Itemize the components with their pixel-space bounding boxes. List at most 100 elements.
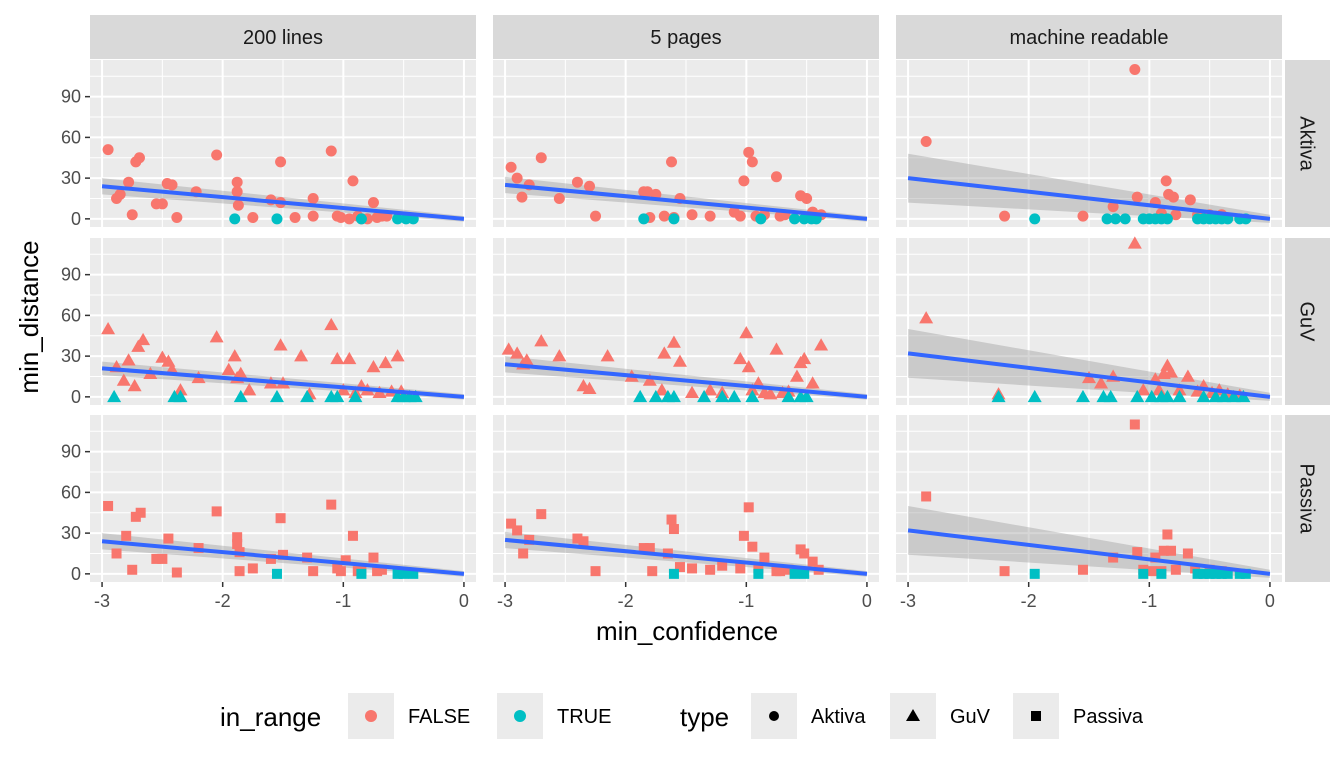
data-point-false (390, 349, 405, 362)
data-point-false (330, 351, 345, 365)
data-point-true (1240, 568, 1251, 579)
data-point-true (233, 389, 248, 403)
data-point-false (126, 209, 138, 221)
y-axis-title: min_distance (14, 240, 44, 393)
panel (493, 415, 879, 582)
legend-key-aktiva-shape (769, 711, 779, 721)
data-point-true (271, 568, 282, 579)
data-point-false (647, 566, 658, 577)
data-point-false (102, 144, 114, 156)
legend-key-false-dot (365, 710, 377, 722)
data-point-false (686, 209, 698, 221)
data-point-false (743, 146, 755, 158)
data-point-false (921, 491, 932, 502)
y-tick-label: 0 (71, 209, 81, 229)
confidence-band (908, 329, 1270, 401)
data-point-false (746, 156, 758, 168)
data-point-false (783, 564, 794, 575)
data-point-false (133, 152, 145, 164)
data-point-false (919, 311, 934, 324)
data-point-true (1029, 568, 1040, 579)
data-point-false (366, 359, 381, 373)
legend-key-passiva-shape (1031, 711, 1041, 721)
data-point-false (342, 351, 357, 365)
facet-column-label: 5 pages (650, 27, 721, 49)
data-point-false (231, 186, 243, 198)
y-tick-label: 30 (61, 346, 81, 366)
data-point-false (1162, 529, 1173, 540)
regression-line (504, 537, 868, 576)
data-point-true (1172, 389, 1187, 403)
x-tick-label: -3 (497, 591, 513, 611)
legend-shape-title: type (680, 702, 729, 732)
data-point-true (330, 389, 345, 403)
regression-line (504, 182, 868, 221)
data-point-false (687, 563, 698, 574)
data-point-false (753, 563, 764, 574)
data-point-false (769, 342, 784, 355)
legend-label-passiva: Passiva (1073, 706, 1144, 728)
data-point-false (657, 346, 672, 359)
data-point-true (991, 389, 1006, 403)
data-point-false (805, 376, 820, 389)
panel (90, 238, 476, 405)
data-point-false (685, 385, 700, 399)
data-point-false (101, 321, 116, 335)
data-point-false (578, 536, 589, 547)
data-point-true (1216, 568, 1227, 579)
data-point-false (173, 383, 188, 396)
data-point-false (1108, 552, 1119, 563)
data-point-true (408, 568, 419, 579)
data-point-false (1129, 419, 1140, 430)
data-point-false (171, 567, 182, 578)
data-point-false (642, 373, 657, 386)
data-point-false (325, 145, 337, 157)
data-point-false (999, 210, 1011, 222)
panel (493, 238, 879, 405)
facet-row-label: GuV (1296, 301, 1318, 342)
y-tick-label: 60 (61, 482, 81, 502)
data-point-false (111, 548, 122, 559)
data-point-true (753, 568, 764, 579)
x-tick-label: -2 (618, 591, 634, 611)
data-point-true (356, 568, 367, 579)
data-point-true (408, 389, 423, 403)
data-point-false (275, 156, 287, 168)
y-tick-label: 90 (61, 87, 81, 107)
data-point-true (1222, 568, 1233, 579)
data-point-true (173, 389, 188, 403)
data-point-false (1182, 548, 1193, 559)
data-point-false (638, 543, 649, 554)
data-point-false (552, 349, 567, 362)
data-point-true (755, 213, 767, 225)
data-point-false (211, 506, 222, 517)
data-point-false (103, 500, 114, 511)
data-point-true (715, 389, 730, 403)
data-point-false (739, 326, 754, 339)
data-point-true (799, 568, 810, 579)
data-point-false (535, 152, 547, 164)
y-tick-label: 30 (61, 523, 81, 543)
data-point-false (368, 552, 379, 563)
data-point-true (1156, 568, 1167, 579)
data-point-false (519, 353, 534, 366)
data-point-true (107, 389, 122, 403)
data-point-false (747, 541, 758, 552)
data-point-false (801, 192, 813, 204)
data-point-false (658, 210, 670, 222)
data-point-false (343, 213, 355, 225)
x-tick-label: -2 (1021, 591, 1037, 611)
data-point-false (166, 179, 178, 191)
data-point-false (233, 366, 248, 380)
data-point-false (234, 566, 245, 577)
data-point-false (733, 351, 748, 365)
x-tick-label: -2 (215, 591, 231, 611)
x-tick-label: -3 (94, 591, 110, 611)
data-point-true (668, 213, 680, 225)
data-point-false (136, 332, 151, 346)
data-point-false (797, 351, 812, 365)
data-point-false (127, 378, 142, 392)
data-point-false (1166, 545, 1177, 556)
data-point-true (633, 389, 648, 403)
data-point-true (1160, 389, 1175, 403)
